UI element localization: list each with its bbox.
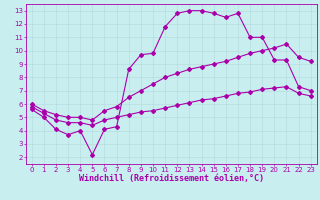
X-axis label: Windchill (Refroidissement éolien,°C): Windchill (Refroidissement éolien,°C) [79, 174, 264, 183]
